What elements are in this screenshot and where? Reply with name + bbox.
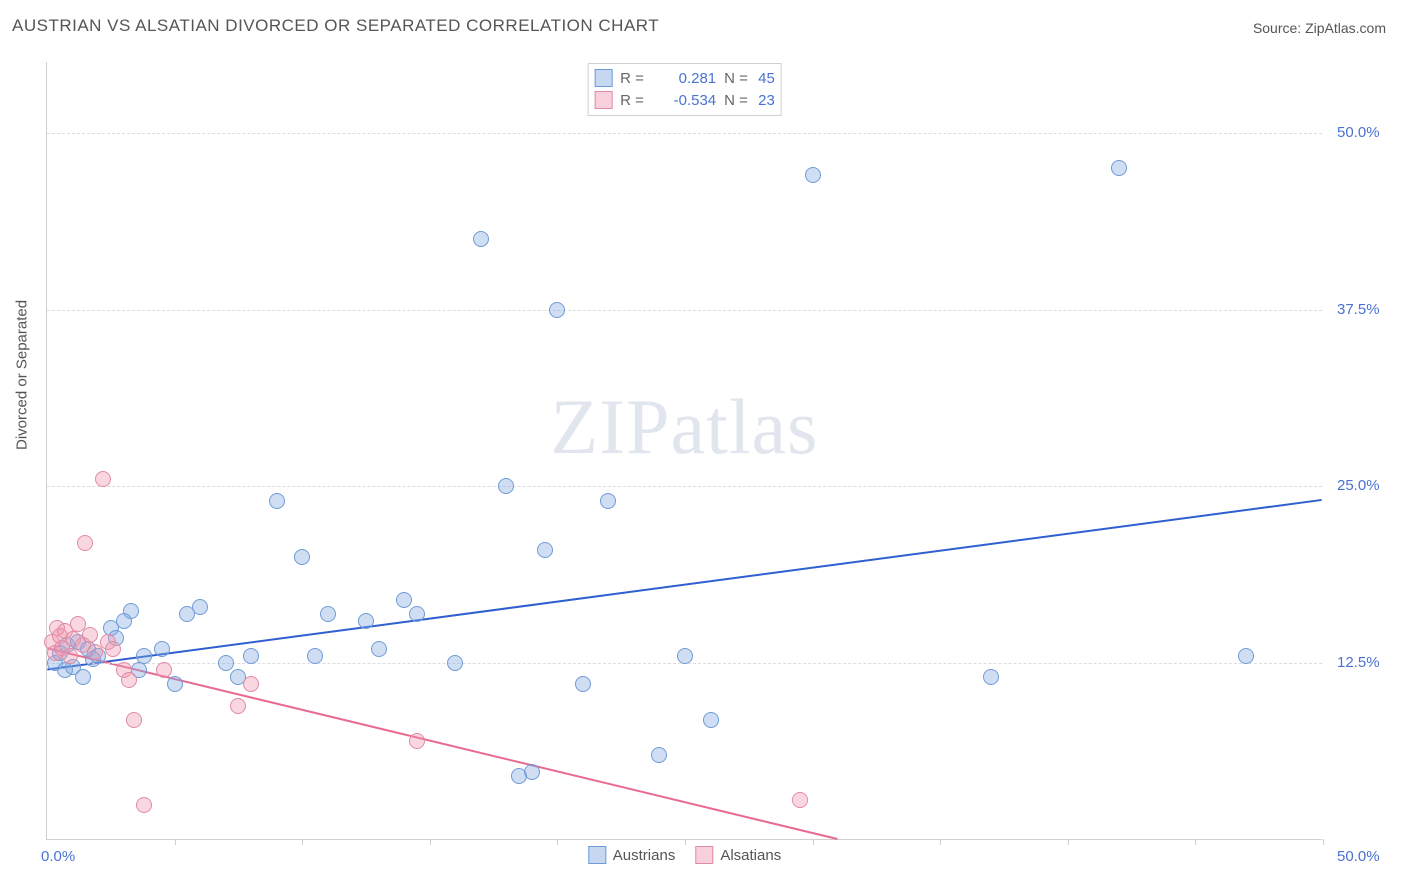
- legend-item-alsatians: Alsatians: [695, 846, 781, 864]
- data-point: [243, 648, 259, 664]
- x-tick: [685, 839, 686, 845]
- stats-r-label: R =: [620, 92, 646, 109]
- data-point: [154, 641, 170, 657]
- swatch-alsatians-icon: [695, 846, 713, 864]
- stats-row-alsatians: R = -0.534 N = 23: [594, 89, 775, 111]
- data-point: [1111, 160, 1127, 176]
- data-point: [307, 648, 323, 664]
- stats-legend-box: R = 0.281 N = 45 R = -0.534 N = 23: [587, 63, 782, 116]
- data-point: [123, 603, 139, 619]
- x-tick: [430, 839, 431, 845]
- x-tick: [175, 839, 176, 845]
- grid-line: [47, 133, 1322, 134]
- scatter-plot: ZIPatlas R = 0.281 N = 45 R = -0.534 N =…: [46, 62, 1322, 840]
- swatch-austrians: [594, 69, 612, 87]
- data-point: [358, 613, 374, 629]
- data-point: [537, 542, 553, 558]
- x-tick-label-max: 50.0%: [1337, 848, 1380, 865]
- data-point: [983, 669, 999, 685]
- watermark: ZIPatlas: [551, 382, 819, 472]
- x-tick: [1195, 839, 1196, 845]
- data-point: [320, 606, 336, 622]
- data-point: [243, 676, 259, 692]
- data-point: [167, 676, 183, 692]
- data-point: [805, 167, 821, 183]
- x-tick: [302, 839, 303, 845]
- source-attribution: Source: ZipAtlas.com: [1253, 20, 1386, 36]
- data-point: [218, 655, 234, 671]
- x-tick: [1323, 839, 1324, 845]
- data-point: [447, 655, 463, 671]
- stats-r-label: R =: [620, 70, 646, 87]
- data-point: [677, 648, 693, 664]
- swatch-austrians-icon: [588, 846, 606, 864]
- data-point: [95, 471, 111, 487]
- data-point: [156, 662, 172, 678]
- data-point: [396, 592, 412, 608]
- legend-item-austrians: Austrians: [588, 846, 676, 864]
- data-point: [524, 764, 540, 780]
- data-point: [121, 672, 137, 688]
- data-point: [651, 747, 667, 763]
- data-point: [82, 627, 98, 643]
- data-point: [105, 641, 121, 657]
- data-point: [294, 549, 310, 565]
- x-tick: [813, 839, 814, 845]
- x-tick: [557, 839, 558, 845]
- data-point: [409, 733, 425, 749]
- legend-label: Austrians: [613, 847, 676, 864]
- data-point: [192, 599, 208, 615]
- data-point: [473, 231, 489, 247]
- stats-n-value: 45: [758, 70, 775, 87]
- data-point: [498, 478, 514, 494]
- legend-label: Alsatians: [720, 847, 781, 864]
- data-point: [269, 493, 285, 509]
- data-point: [230, 698, 246, 714]
- data-point: [549, 302, 565, 318]
- data-point: [575, 676, 591, 692]
- data-point: [75, 669, 91, 685]
- data-point: [136, 648, 152, 664]
- x-tick-label-min: 0.0%: [41, 848, 75, 865]
- stats-r-value: -0.534: [654, 92, 716, 109]
- stats-n-label: N =: [724, 70, 750, 87]
- swatch-alsatians: [594, 91, 612, 109]
- stats-n-label: N =: [724, 92, 750, 109]
- grid-line: [47, 310, 1322, 311]
- data-point: [77, 535, 93, 551]
- data-point: [600, 493, 616, 509]
- data-point: [62, 648, 78, 664]
- trend-lines: [47, 62, 1322, 839]
- data-point: [1238, 648, 1254, 664]
- stats-row-austrians: R = 0.281 N = 45: [594, 67, 775, 89]
- x-tick: [1068, 839, 1069, 845]
- trend-line: [47, 500, 1321, 670]
- y-axis-label: Divorced or Separated: [14, 300, 31, 450]
- stats-r-value: 0.281: [654, 70, 716, 87]
- data-point: [371, 641, 387, 657]
- grid-line: [47, 486, 1322, 487]
- x-tick: [940, 839, 941, 845]
- chart-title: AUSTRIAN VS ALSATIAN DIVORCED OR SEPARAT…: [12, 16, 659, 36]
- data-point: [409, 606, 425, 622]
- data-point: [136, 797, 152, 813]
- data-point: [792, 792, 808, 808]
- bottom-legend: Austrians Alsatians: [588, 846, 781, 864]
- data-point: [126, 712, 142, 728]
- stats-n-value: 23: [758, 92, 775, 109]
- data-point: [703, 712, 719, 728]
